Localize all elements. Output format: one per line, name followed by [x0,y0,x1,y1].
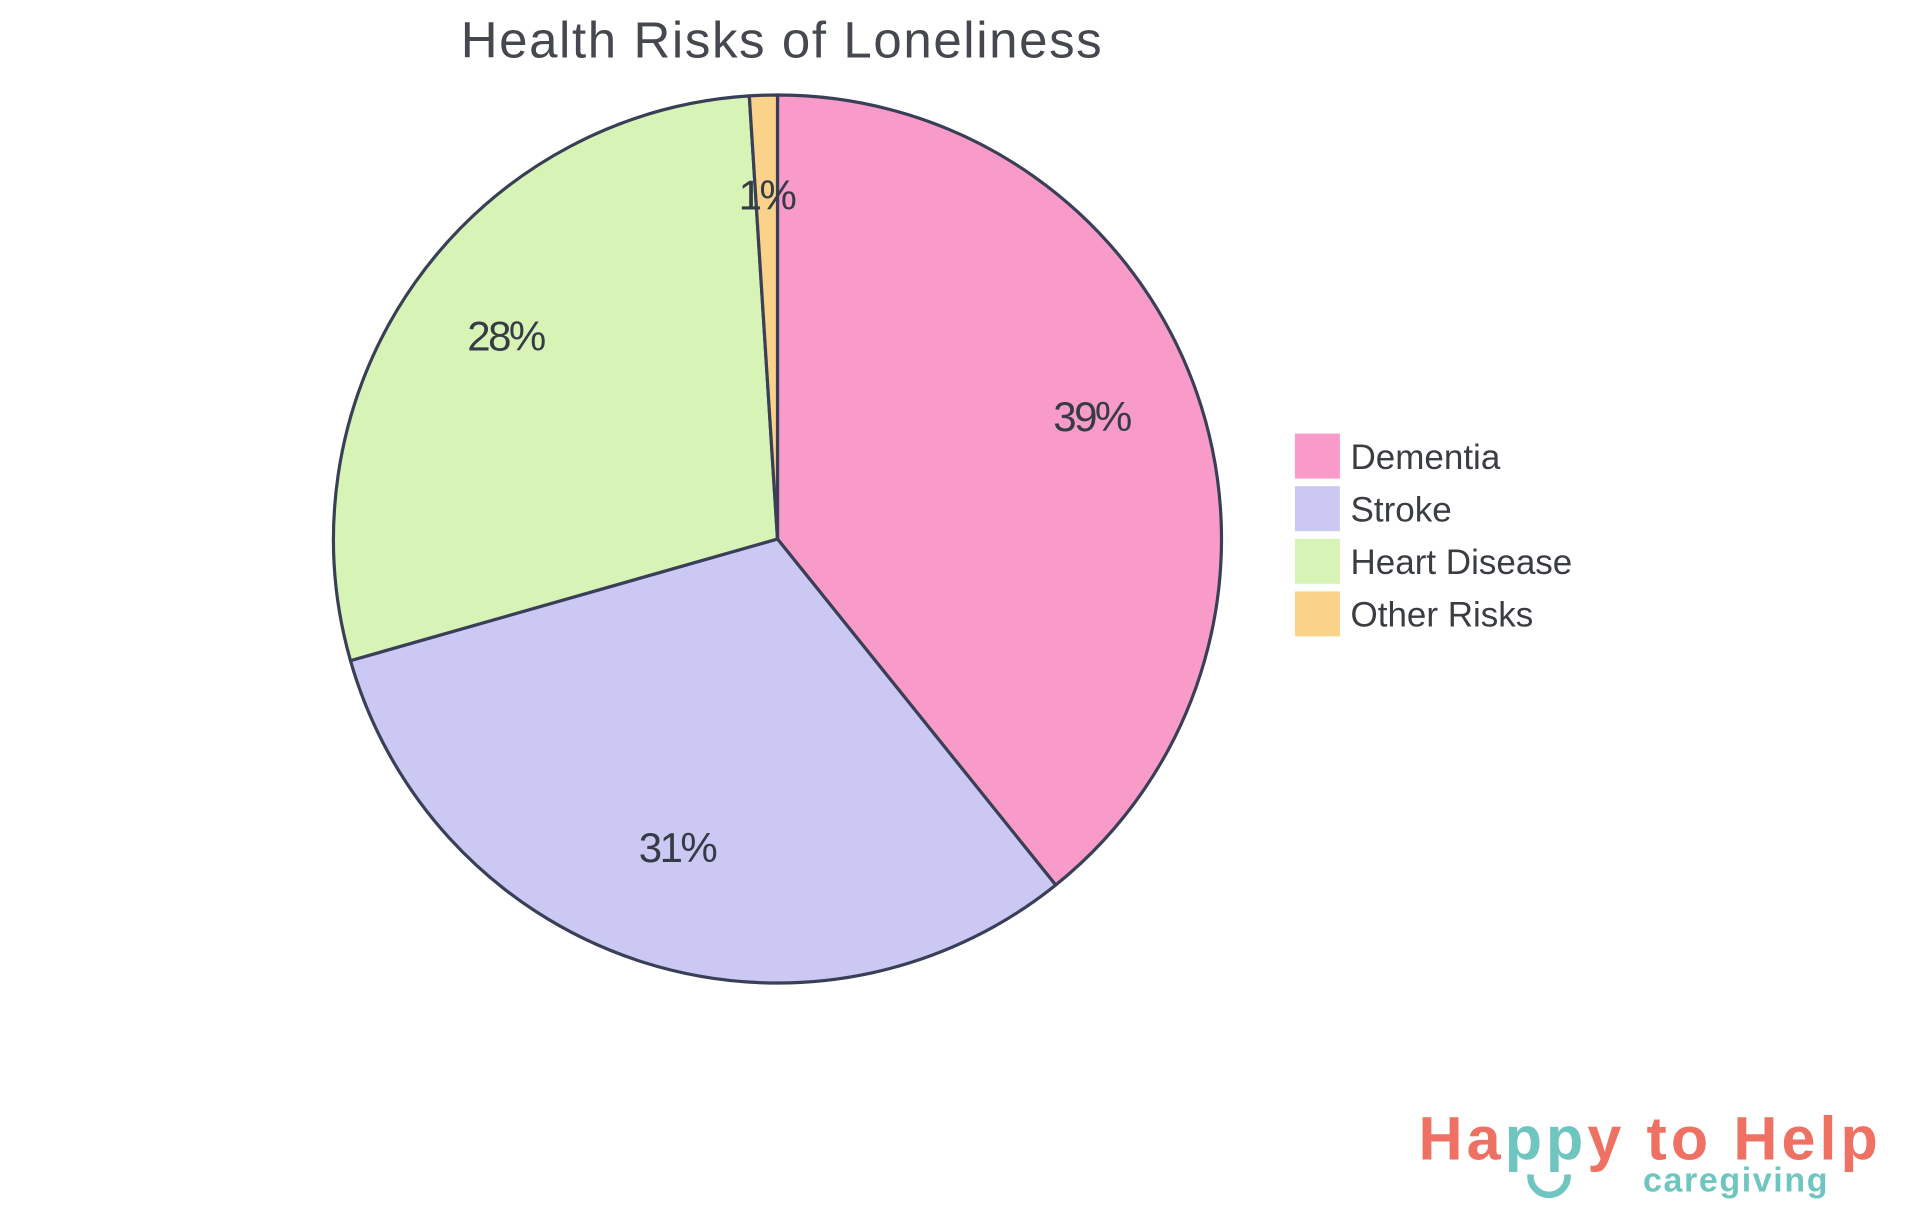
svg-text:1%: 1% [739,172,796,219]
svg-text:Other Risks: Other Risks [1351,596,1534,635]
svg-text:Happy to Help: Happy to Help [1419,1104,1882,1172]
svg-text:Heart Disease: Heart Disease [1351,543,1573,582]
svg-text:28%: 28% [467,313,545,360]
svg-text:caregiving: caregiving [1643,1162,1829,1200]
svg-text:Stroke: Stroke [1351,490,1452,529]
svg-text:31%: 31% [639,824,717,871]
svg-text:Health Risks of Loneliness: Health Risks of Loneliness [461,12,1104,69]
svg-text:39%: 39% [1053,393,1131,440]
svg-text:Dementia: Dementia [1351,438,1501,477]
